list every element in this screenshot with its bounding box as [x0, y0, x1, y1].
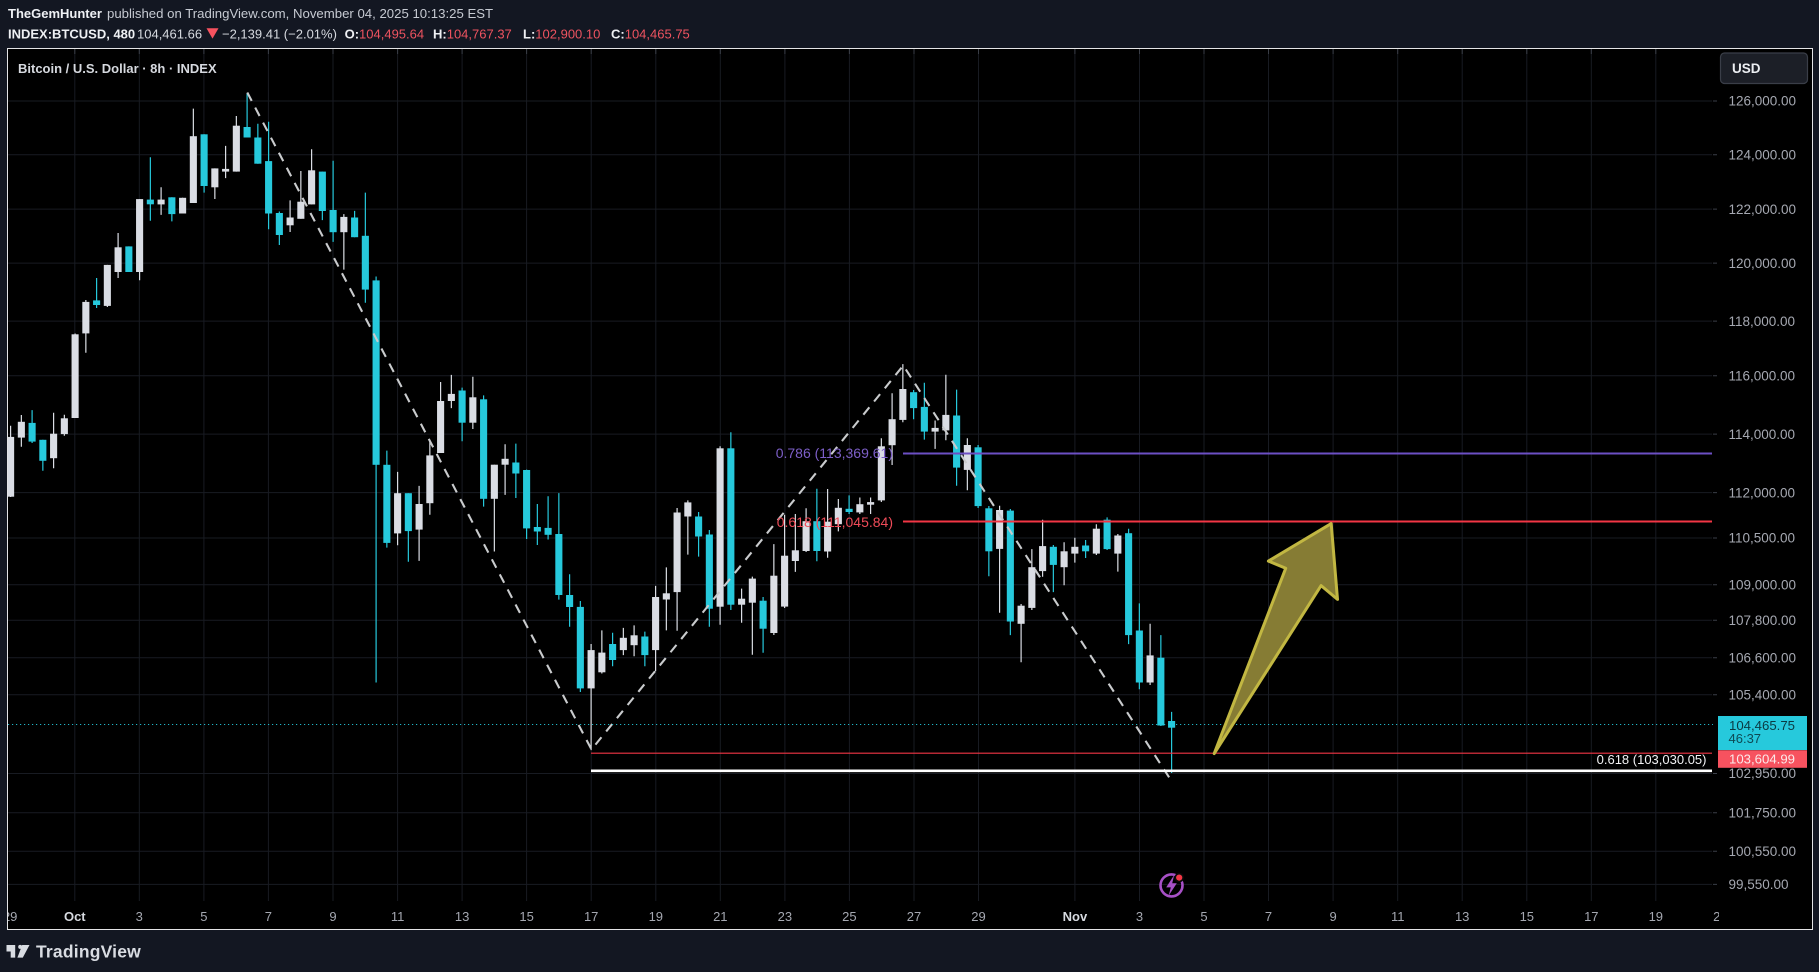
svg-text:H:104,767.37: H:104,767.37: [433, 27, 512, 42]
svg-text:Nov: Nov: [1063, 909, 1088, 924]
svg-text:9: 9: [329, 909, 336, 924]
svg-text:11: 11: [391, 909, 405, 924]
svg-text:TheGemHunter: TheGemHunter: [8, 6, 102, 21]
svg-text:5: 5: [200, 909, 207, 924]
svg-text:9: 9: [1329, 909, 1336, 924]
svg-text:17: 17: [584, 909, 598, 924]
svg-text:25: 25: [842, 909, 856, 924]
svg-text:15: 15: [1520, 909, 1534, 924]
svg-text:120,000.00: 120,000.00: [1729, 256, 1797, 271]
svg-text:29: 29: [971, 909, 985, 924]
svg-text:100,550.00: 100,550.00: [1729, 844, 1797, 859]
svg-text:TradingView: TradingView: [36, 942, 141, 962]
svg-text:O:104,495.64: O:104,495.64: [345, 27, 425, 42]
svg-text:104,465.75: 104,465.75: [1729, 718, 1795, 733]
svg-text:118,000.00: 118,000.00: [1729, 314, 1796, 329]
svg-text:11: 11: [1391, 909, 1405, 924]
svg-text:Oct: Oct: [64, 909, 86, 924]
svg-text:5: 5: [1200, 909, 1207, 924]
svg-text:0.618 (111,045.84): 0.618 (111,045.84): [777, 514, 893, 530]
svg-text:13: 13: [455, 909, 469, 924]
svg-text:7: 7: [265, 909, 272, 924]
svg-text:124,000.00: 124,000.00: [1729, 148, 1797, 163]
svg-text:19: 19: [649, 909, 663, 924]
svg-text:112,000.00: 112,000.00: [1729, 485, 1796, 500]
svg-text:122,000.00: 122,000.00: [1729, 202, 1797, 217]
svg-text:INDEX:BTCUSD, 480: INDEX:BTCUSD, 480: [8, 27, 135, 42]
svg-text:19: 19: [1649, 909, 1663, 924]
svg-text:13: 13: [1455, 909, 1469, 924]
svg-text:published on TradingView.com,: published on TradingView.com, November 0…: [107, 6, 493, 21]
svg-text:99,550.00: 99,550.00: [1729, 877, 1789, 892]
svg-text:0.618 (103,030.05): 0.618 (103,030.05): [1597, 752, 1707, 767]
svg-text:106,600.00: 106,600.00: [1729, 651, 1797, 666]
svg-text:3: 3: [136, 909, 143, 924]
svg-text:USD: USD: [1732, 61, 1761, 76]
svg-text:107,800.00: 107,800.00: [1729, 613, 1797, 628]
svg-text:110,500.00: 110,500.00: [1729, 531, 1796, 546]
svg-text:23: 23: [778, 909, 792, 924]
svg-text:109,000.00: 109,000.00: [1729, 577, 1797, 592]
svg-text:L:102,900.10: L:102,900.10: [523, 27, 600, 42]
svg-text:7: 7: [1265, 909, 1272, 924]
svg-text:104,461.66: 104,461.66: [137, 27, 202, 42]
svg-text:102,950.00: 102,950.00: [1729, 766, 1797, 781]
svg-text:103,604.99: 103,604.99: [1729, 751, 1795, 766]
svg-text:114,000.00: 114,000.00: [1729, 427, 1796, 442]
svg-text:Bitcoin / U.S. Dollar · 8h · I: Bitcoin / U.S. Dollar · 8h · INDEX: [18, 61, 217, 76]
svg-text:C:104,465.75: C:104,465.75: [611, 27, 690, 42]
svg-text:116,000.00: 116,000.00: [1729, 369, 1796, 384]
svg-text:21: 21: [1713, 909, 1727, 924]
svg-text:3: 3: [1136, 909, 1143, 924]
svg-text:101,750.00: 101,750.00: [1729, 806, 1797, 821]
svg-text:21: 21: [713, 909, 727, 924]
svg-text:27: 27: [907, 909, 921, 924]
svg-text:29: 29: [3, 909, 17, 924]
svg-text:0.786 (113,369.61): 0.786 (113,369.61): [776, 445, 893, 461]
svg-text:46:37: 46:37: [1729, 731, 1762, 746]
svg-text:17: 17: [1584, 909, 1598, 924]
svg-text:105,400.00: 105,400.00: [1729, 688, 1797, 703]
svg-text:−2,139.41 (−2.01%): −2,139.41 (−2.01%): [222, 27, 337, 42]
svg-text:126,000.00: 126,000.00: [1729, 94, 1797, 109]
svg-text:15: 15: [519, 909, 533, 924]
